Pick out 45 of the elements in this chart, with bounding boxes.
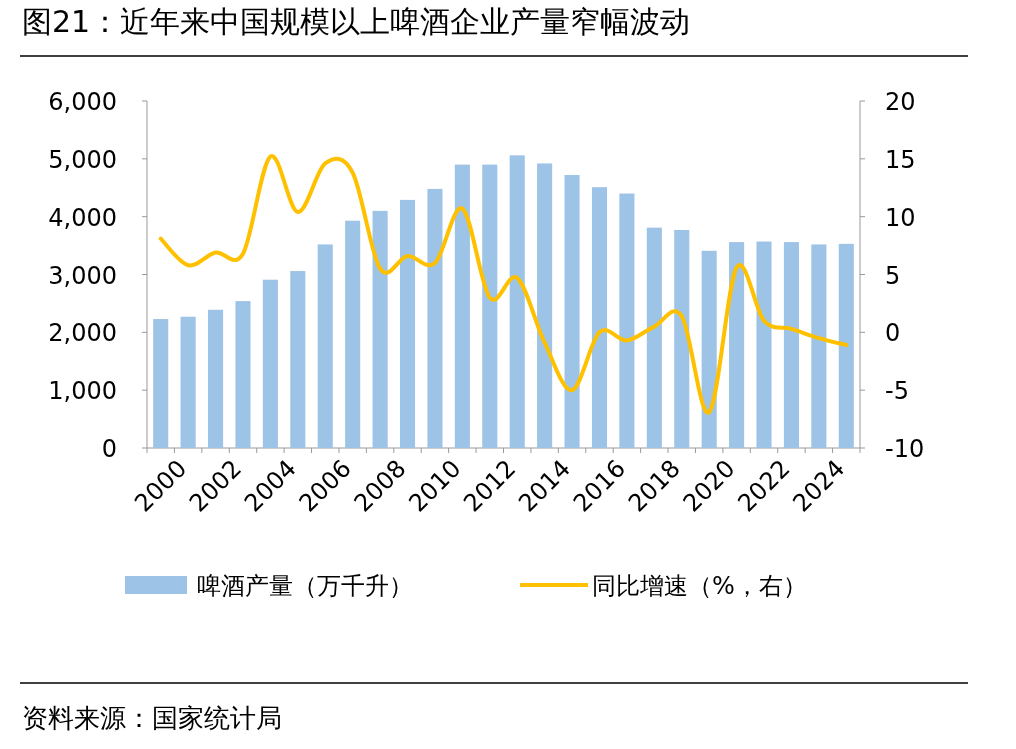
y2-tick-label: 20 xyxy=(885,88,916,116)
text: 资料来源：国家统计局 xyxy=(22,703,282,733)
y2-tick-label: -10 xyxy=(885,435,925,463)
line-series xyxy=(158,154,849,415)
y-tick-label: 3,000 xyxy=(48,261,117,290)
bar xyxy=(290,271,306,448)
legend-label: 啤酒产量（万千升） xyxy=(197,572,413,600)
bar xyxy=(537,163,553,448)
bar xyxy=(153,319,169,448)
chart-title: 图21：近年来中国规模以上啤酒企业产量窄幅波动 xyxy=(22,4,691,39)
y-tick-label: 2,000 xyxy=(48,319,117,348)
bar xyxy=(454,164,470,448)
y-tick-label: 0 xyxy=(101,435,117,463)
y-tick-label: 6,000 xyxy=(48,88,117,116)
y2-tick-label: -5 xyxy=(885,377,909,406)
bar xyxy=(756,241,772,448)
y2-tick-label: 10 xyxy=(885,203,916,232)
bar xyxy=(591,187,608,448)
bar xyxy=(235,301,251,448)
bar xyxy=(729,242,745,448)
bar xyxy=(372,210,388,448)
legend-label: 同比增速（%，右） xyxy=(592,572,807,600)
bar xyxy=(811,244,827,448)
bar xyxy=(564,175,580,448)
y-tick-label: 4,000 xyxy=(48,203,117,232)
y-tick-label: 5,000 xyxy=(48,145,117,174)
bar xyxy=(262,279,278,448)
bar xyxy=(399,199,416,448)
bar xyxy=(482,164,498,448)
y2-tick-label: 5 xyxy=(885,261,901,290)
bar xyxy=(619,193,635,448)
y-tick-label: 1,000 xyxy=(48,377,117,406)
y2-tick-label: 15 xyxy=(885,145,916,174)
bar xyxy=(509,155,525,448)
bar xyxy=(317,244,333,448)
bar xyxy=(838,243,854,448)
bar xyxy=(345,220,361,448)
bar xyxy=(674,229,690,448)
bar xyxy=(701,250,717,448)
bar xyxy=(180,316,196,448)
bar xyxy=(646,227,662,448)
y2-tick-label: 0 xyxy=(885,319,901,348)
bar xyxy=(208,309,224,448)
bar xyxy=(783,242,799,448)
bar xyxy=(427,188,443,448)
